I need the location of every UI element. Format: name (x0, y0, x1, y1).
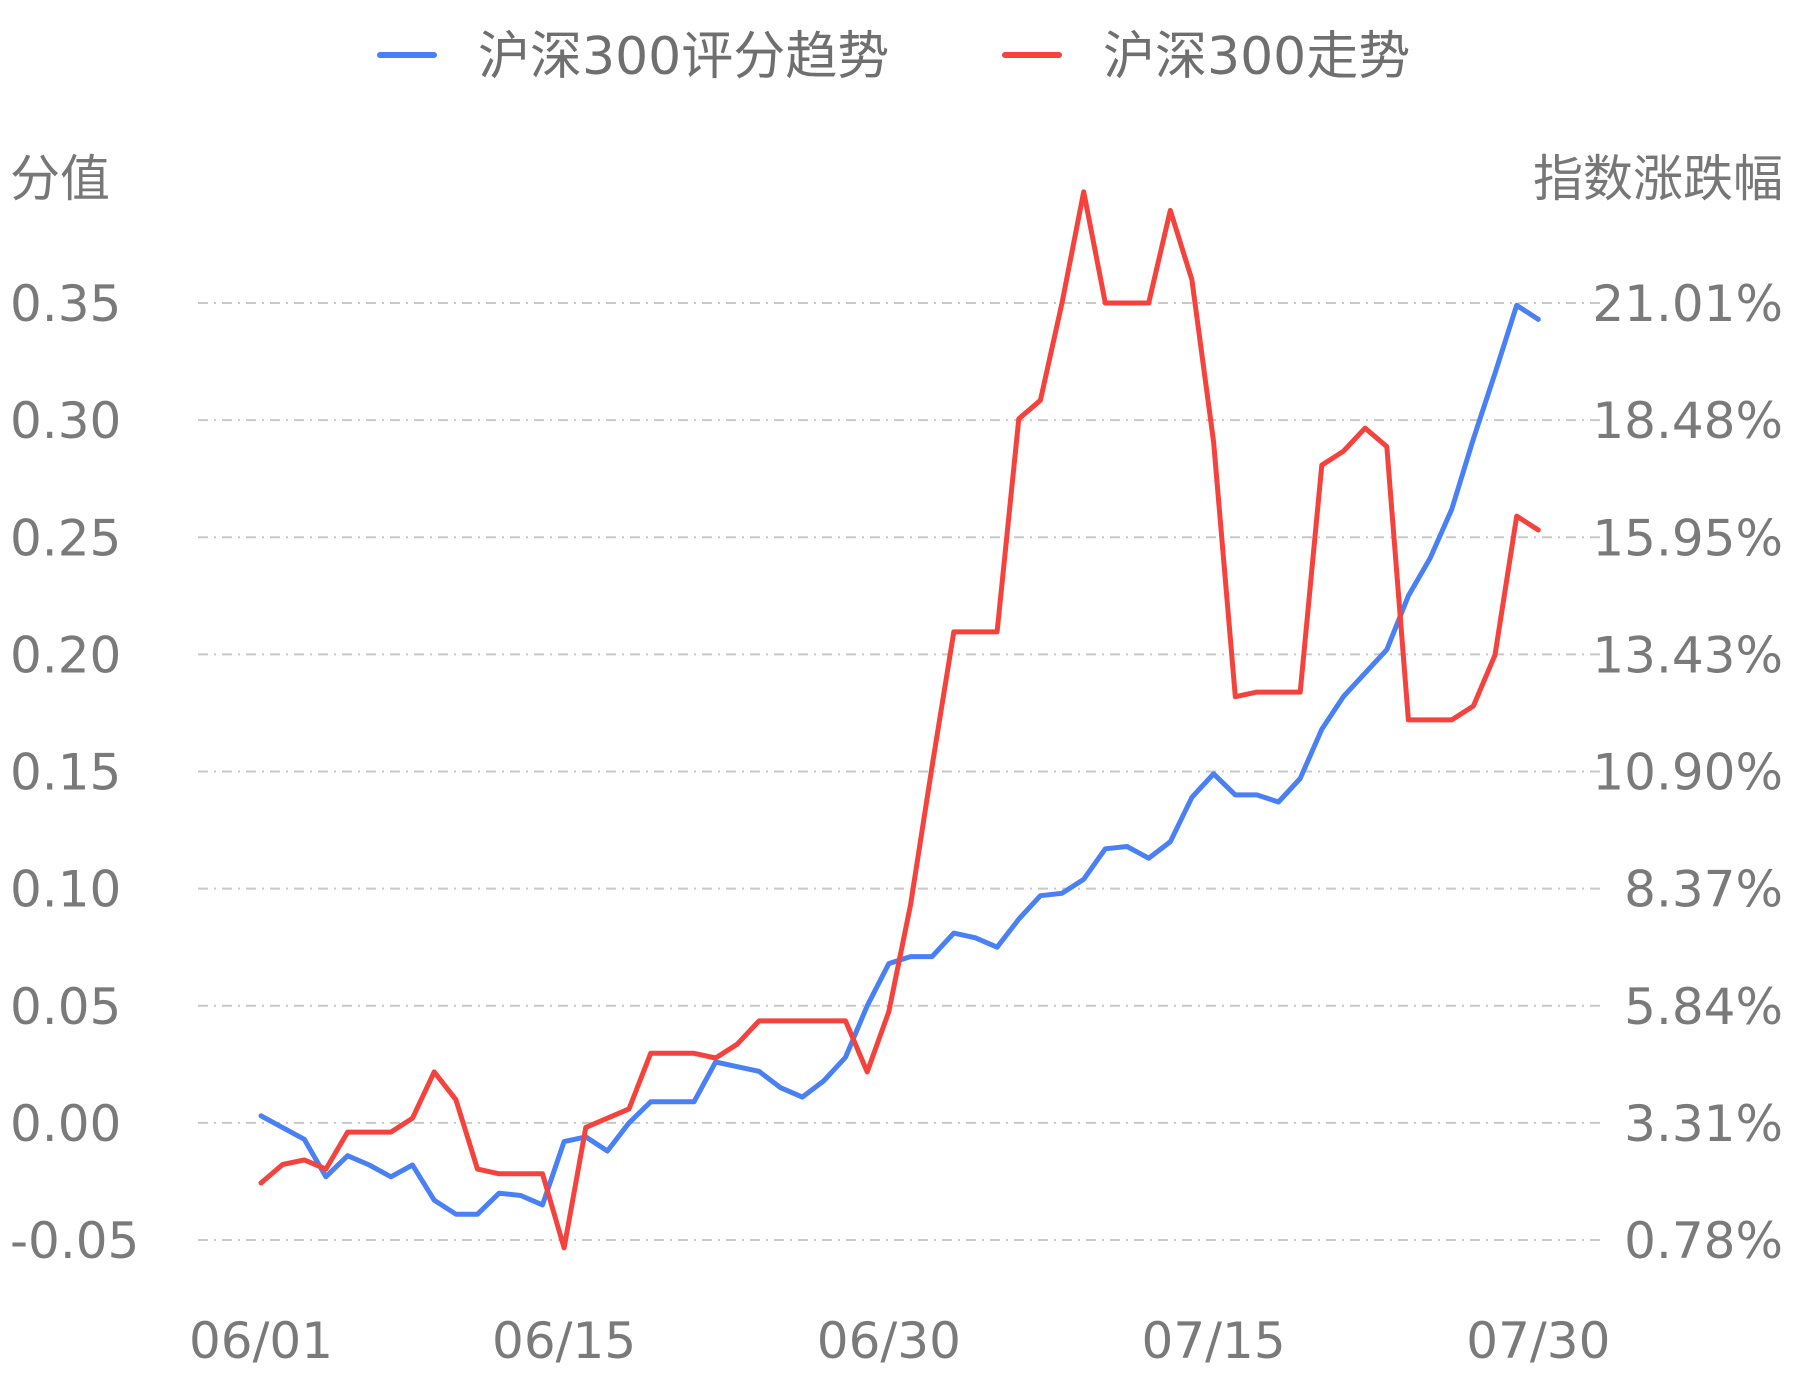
x-tick-label: 06/15 (492, 1312, 636, 1370)
right-tick-label: 18.48% (1592, 392, 1783, 450)
left-tick-label: 0.05 (10, 978, 121, 1036)
gridlines (198, 302, 1603, 1241)
legend-label: 沪深300评分趋势 (478, 27, 889, 87)
right-tick-label: 3.31% (1624, 1095, 1783, 1153)
right-tick-label: 8.37% (1624, 861, 1783, 919)
x-tick-label: 06/01 (189, 1312, 333, 1370)
left-tick-label: 0.00 (10, 1095, 121, 1153)
left-tick-label: 0.15 (10, 744, 121, 802)
right-axis-title: 指数涨跌幅 (1533, 150, 1783, 208)
right-tick-label: 21.01% (1592, 275, 1783, 333)
series-line-2 (258, 189, 1541, 1251)
x-tick-label: 06/30 (817, 1312, 961, 1370)
left-axis-ticks: 0.35 0.30 0.25 0.20 0.15 0.10 0.05 0.00 -0.05 (10, 275, 139, 1270)
left-tick-label: 0.10 (10, 861, 121, 919)
left-tick-label: 0.35 (10, 275, 121, 333)
x-tick-label: 07/30 (1466, 1312, 1610, 1370)
left-tick-label: 0.25 (10, 509, 121, 567)
right-tick-label: 0.78% (1624, 1212, 1783, 1270)
right-tick-label: 13.43% (1592, 626, 1783, 684)
left-tick-label: -0.05 (10, 1212, 139, 1270)
x-tick-label: 07/15 (1142, 1312, 1286, 1370)
right-axis-ticks: 21.01% 18.48% 15.95% 13.43% 10.90% 8.37% 5.84%… (1592, 275, 1783, 1270)
right-tick-label: 10.90% (1592, 744, 1783, 802)
left-tick-label: 0.30 (10, 392, 121, 450)
legend: 沪深300评分趋势 沪深300走势 (377, 27, 1410, 87)
right-tick-label: 5.84% (1624, 978, 1783, 1036)
x-axis-ticks: 06/01 06/15 06/30 07/15 07/30 (189, 1312, 1610, 1370)
series-line-1 (258, 302, 1541, 1217)
right-tick-label: 15.95% (1592, 509, 1783, 567)
plot-lines (258, 189, 1541, 1251)
legend-label: 沪深300走势 (1103, 27, 1410, 87)
left-axis-title: 分值 (10, 150, 110, 208)
left-tick-label: 0.20 (10, 626, 121, 684)
